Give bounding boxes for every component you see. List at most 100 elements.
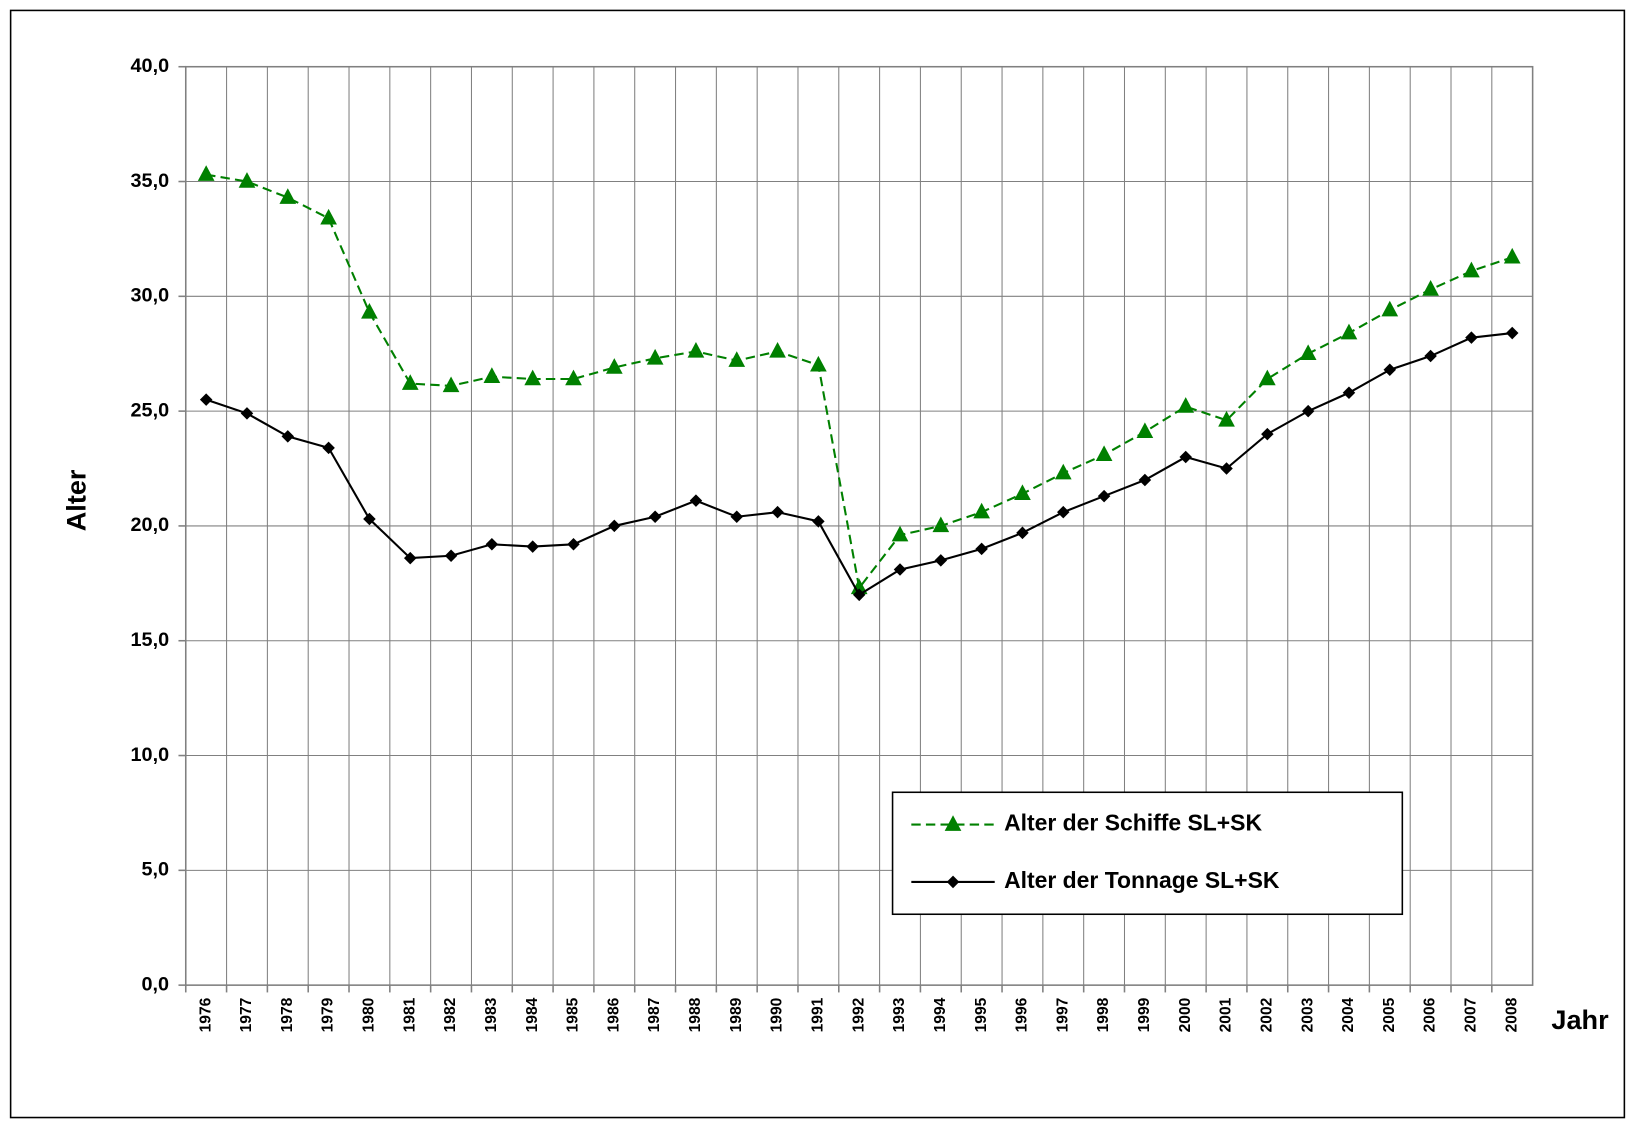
y-tick-label: 25,0 xyxy=(131,399,170,421)
triangle-marker xyxy=(361,303,378,319)
x-tick-label: 2007 xyxy=(1463,998,1480,1033)
x-tick-label: 1982 xyxy=(442,997,459,1032)
triangle-marker xyxy=(1014,484,1031,501)
x-tick-label: 1985 xyxy=(565,997,582,1032)
x-tick-label: 2006 xyxy=(1422,997,1439,1032)
y-tick-label: 10,0 xyxy=(131,744,170,766)
y-axis-label: Alter xyxy=(61,469,92,531)
diamond-marker xyxy=(444,549,458,563)
x-tick-label: 1991 xyxy=(810,997,827,1032)
diamond-marker xyxy=(812,515,825,528)
x-tick-label: 1998 xyxy=(1095,997,1112,1032)
diamond-marker xyxy=(1179,450,1192,464)
triangle-marker xyxy=(1054,463,1072,480)
diamond-marker xyxy=(946,875,960,889)
x-tick-label: 1988 xyxy=(687,997,704,1032)
triangle-marker xyxy=(1503,247,1521,264)
y-tick-label: 20,0 xyxy=(131,514,170,536)
series-line xyxy=(205,173,1513,591)
triangle-marker xyxy=(524,369,542,386)
triangle-marker xyxy=(932,516,950,533)
diamond-marker xyxy=(1424,349,1437,363)
triangle-marker xyxy=(238,172,256,188)
x-tick-label: 1983 xyxy=(483,997,500,1032)
triangle-marker xyxy=(810,355,827,372)
x-tick-label: 1986 xyxy=(605,997,622,1032)
diamond-marker xyxy=(1016,526,1029,540)
x-tick-label: 2002 xyxy=(1258,997,1275,1032)
triangle-marker xyxy=(769,342,786,358)
triangle-marker xyxy=(1218,410,1235,427)
triangle-marker xyxy=(1259,369,1276,386)
triangle-marker xyxy=(320,208,337,225)
legend-label: Alter der Tonnage SL+SK xyxy=(1004,867,1280,893)
triangle-marker xyxy=(1422,280,1439,296)
x-tick-label: 2001 xyxy=(1218,997,1235,1032)
x-tick-label: 1989 xyxy=(728,997,745,1032)
x-tick-label: 1999 xyxy=(1136,997,1153,1032)
x-tick-label: 2003 xyxy=(1299,997,1316,1032)
diamond-marker xyxy=(1342,386,1356,400)
triangle-marker xyxy=(442,376,460,393)
triangle-marker xyxy=(401,374,419,390)
diamond-marker xyxy=(975,542,988,556)
triangle-marker xyxy=(1136,422,1154,439)
x-tick-label: 1990 xyxy=(769,997,786,1032)
triangle-marker xyxy=(1340,323,1358,340)
x-tick-label: 1995 xyxy=(973,997,990,1032)
diamond-marker xyxy=(1220,462,1233,475)
legend-box xyxy=(891,791,1404,916)
diamond-marker xyxy=(771,505,784,519)
triangle-marker xyxy=(944,815,962,831)
triangle-marker xyxy=(1095,445,1113,462)
y-tick-label: 30,0 xyxy=(131,285,170,307)
triangle-marker xyxy=(1463,261,1480,278)
legend-label: Alter der Schiffe SL+SK xyxy=(1004,810,1262,836)
triangle-marker xyxy=(891,525,909,542)
y-tick-label: 15,0 xyxy=(131,629,170,651)
diamond-marker xyxy=(852,588,866,602)
x-tick-label: 1980 xyxy=(361,997,378,1032)
x-tick-label: 1992 xyxy=(850,997,867,1032)
triangle-marker xyxy=(279,188,297,204)
x-tick-label: 1977 xyxy=(238,998,255,1033)
diamond-marker xyxy=(1383,363,1397,377)
x-tick-label: 1978 xyxy=(279,997,296,1032)
triangle-marker xyxy=(197,165,215,181)
x-tick-label: 1984 xyxy=(524,997,541,1032)
x-tick-label: 1987 xyxy=(646,998,663,1033)
diamond-marker xyxy=(322,441,335,455)
triangle-marker xyxy=(973,502,990,519)
x-tick-label: 1976 xyxy=(197,997,214,1032)
triangle-marker xyxy=(728,351,746,367)
x-tick-label: 2000 xyxy=(1177,997,1194,1032)
triangle-marker xyxy=(1177,397,1195,413)
triangle-marker xyxy=(1381,300,1399,317)
diamond-marker xyxy=(648,510,662,523)
triangle-marker xyxy=(646,348,664,365)
x-tick-label: 2005 xyxy=(1381,997,1398,1032)
x-tick-label: 2008 xyxy=(1503,997,1520,1032)
diamond-marker xyxy=(199,393,213,406)
triangle-marker xyxy=(1299,344,1317,360)
diamond-marker xyxy=(1057,505,1070,519)
y-tick-label: 40,0 xyxy=(131,55,170,77)
x-axis-label: Jahr xyxy=(1551,1004,1609,1035)
x-tick-label: 1993 xyxy=(891,997,908,1032)
diamond-marker xyxy=(567,538,580,551)
diamond-marker xyxy=(934,554,948,567)
legend: Alter der Schiffe SL+SK Alter der Tonnage… xyxy=(891,791,1404,916)
y-tick-label: 35,0 xyxy=(131,170,170,192)
y-tick-label: 0,0 xyxy=(142,973,170,995)
triangle-marker xyxy=(605,358,623,374)
triangle-marker xyxy=(687,342,705,358)
x-tick-label: 1997 xyxy=(1054,998,1071,1033)
triangle-marker xyxy=(483,367,501,383)
diamond-marker xyxy=(608,519,621,533)
diamond-marker xyxy=(1465,331,1478,344)
x-tick-label: 1996 xyxy=(1014,997,1031,1032)
diamond-marker xyxy=(526,540,539,553)
diamond-marker xyxy=(363,512,376,526)
x-tick-label: 1994 xyxy=(932,997,949,1032)
